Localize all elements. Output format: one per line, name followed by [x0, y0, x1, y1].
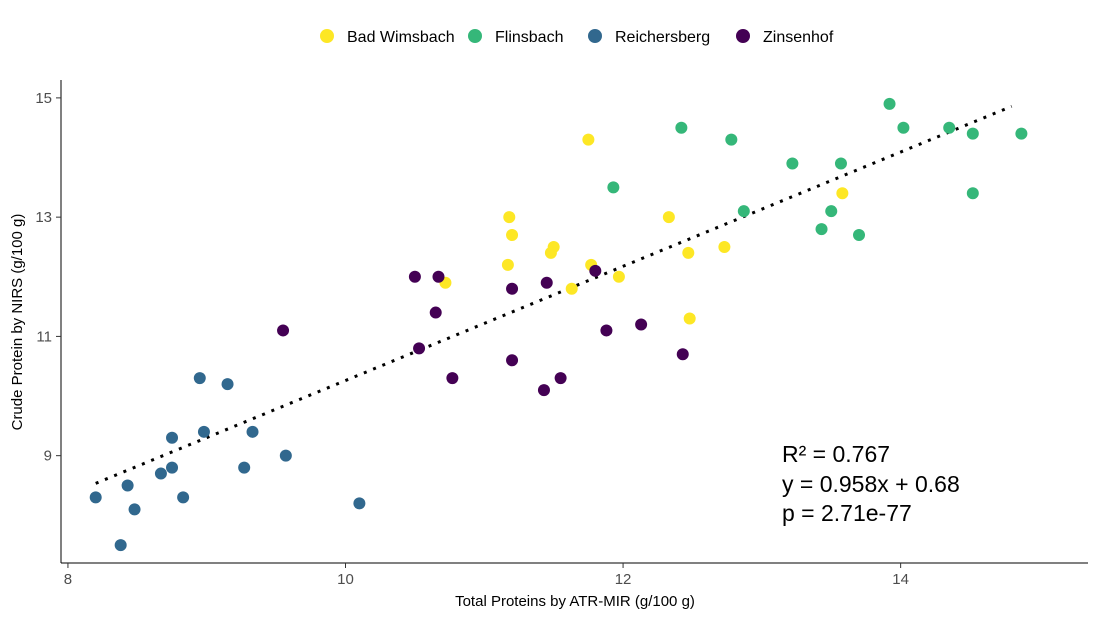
point-reichersberg [279, 449, 292, 462]
point-reichersberg [246, 425, 259, 438]
legend-marker-flinsbach [468, 29, 482, 43]
point-zinsenhof [446, 372, 459, 385]
point-zinsenhof [676, 348, 689, 361]
legend-marker-bad-wimsbach [320, 29, 334, 43]
point-flinsbach [966, 127, 979, 140]
point-flinsbach [1015, 127, 1028, 140]
point-bad-wimsbach [836, 187, 849, 200]
point-flinsbach [825, 205, 838, 218]
y-tick-label: 13 [35, 209, 52, 226]
legend-marker-zinsenhof [736, 29, 750, 43]
point-reichersberg [197, 425, 210, 438]
point-reichersberg [89, 491, 102, 504]
y-tick-label: 11 [36, 328, 52, 345]
point-reichersberg [114, 539, 127, 552]
point-reichersberg [177, 491, 190, 504]
point-zinsenhof [589, 264, 602, 277]
point-flinsbach [737, 205, 750, 218]
point-bad-wimsbach [503, 211, 516, 224]
point-zinsenhof [600, 324, 613, 337]
x-tick-label: 8 [64, 571, 72, 588]
y-ticks: 9 11 13 15 [35, 90, 61, 465]
legend-marker-reichersberg [588, 29, 602, 43]
equation-label: y = 0.958x + 0.68 [782, 471, 960, 497]
y-tick-label: 9 [44, 448, 52, 465]
point-flinsbach [834, 157, 847, 170]
point-flinsbach [607, 181, 620, 194]
point-reichersberg [128, 503, 141, 516]
point-flinsbach [853, 229, 866, 242]
x-tick-label: 10 [337, 571, 354, 588]
point-zinsenhof [635, 318, 648, 331]
legend-label-reichersberg: Reichersberg [615, 29, 710, 46]
point-zinsenhof [540, 276, 553, 289]
point-reichersberg [221, 378, 234, 391]
point-zinsenhof [408, 270, 421, 283]
point-reichersberg [238, 461, 251, 474]
point-bad-wimsbach [565, 282, 578, 295]
point-zinsenhof [506, 282, 519, 295]
point-bad-wimsbach [612, 270, 625, 283]
point-zinsenhof [554, 372, 567, 385]
axes [60, 80, 1088, 564]
point-reichersberg [154, 467, 167, 480]
point-reichersberg [193, 372, 206, 385]
point-zinsenhof [277, 324, 290, 337]
point-reichersberg [166, 461, 179, 474]
point-bad-wimsbach [683, 312, 696, 325]
y-tick-label: 15 [35, 90, 52, 107]
point-flinsbach [943, 121, 956, 134]
point-bad-wimsbach [544, 246, 557, 259]
point-bad-wimsbach [506, 229, 519, 242]
fit-line [95, 104, 1013, 485]
point-bad-wimsbach [682, 246, 695, 259]
regression-stats: R² = 0.767 y = 0.958x + 0.68 p = 2.71e-7… [782, 441, 960, 526]
x-tick-label: 14 [892, 571, 909, 588]
legend-label-zinsenhof: Zinsenhof [763, 29, 834, 46]
point-reichersberg [353, 497, 366, 510]
legend-label-flinsbach: Flinsbach [495, 29, 563, 46]
data-points [89, 97, 1028, 552]
point-flinsbach [966, 187, 979, 200]
point-reichersberg [121, 479, 134, 492]
point-reichersberg [166, 431, 179, 444]
p-value-label: p = 2.71e-77 [782, 500, 912, 526]
point-zinsenhof [429, 306, 442, 319]
point-zinsenhof [537, 384, 550, 397]
y-axis-title: Crude Protein by NIRS (g/100 g) [9, 214, 26, 431]
point-flinsbach [725, 133, 738, 146]
point-flinsbach [786, 157, 799, 170]
r-squared-label: R² = 0.767 [782, 441, 890, 467]
point-zinsenhof [432, 270, 445, 283]
x-tick-label: 12 [615, 571, 632, 588]
point-flinsbach [897, 121, 910, 134]
point-zinsenhof [413, 342, 426, 355]
point-bad-wimsbach [501, 258, 514, 271]
point-flinsbach [815, 223, 828, 236]
legend: Bad Wimsbach Flinsbach Reichersberg Zinsenh… [320, 29, 834, 46]
point-flinsbach [675, 121, 688, 134]
legend-label-bad-wimsbach: Bad Wimsbach [347, 29, 455, 46]
point-bad-wimsbach [662, 211, 675, 224]
x-axis-title: Total Proteins by ATR-MIR (g/100 g) [455, 593, 695, 610]
x-ticks: 8 10 12 14 [64, 563, 909, 588]
point-zinsenhof [506, 354, 519, 367]
point-bad-wimsbach [718, 240, 731, 253]
regression-line [95, 104, 1013, 485]
point-bad-wimsbach [582, 133, 595, 146]
point-flinsbach [883, 97, 896, 110]
